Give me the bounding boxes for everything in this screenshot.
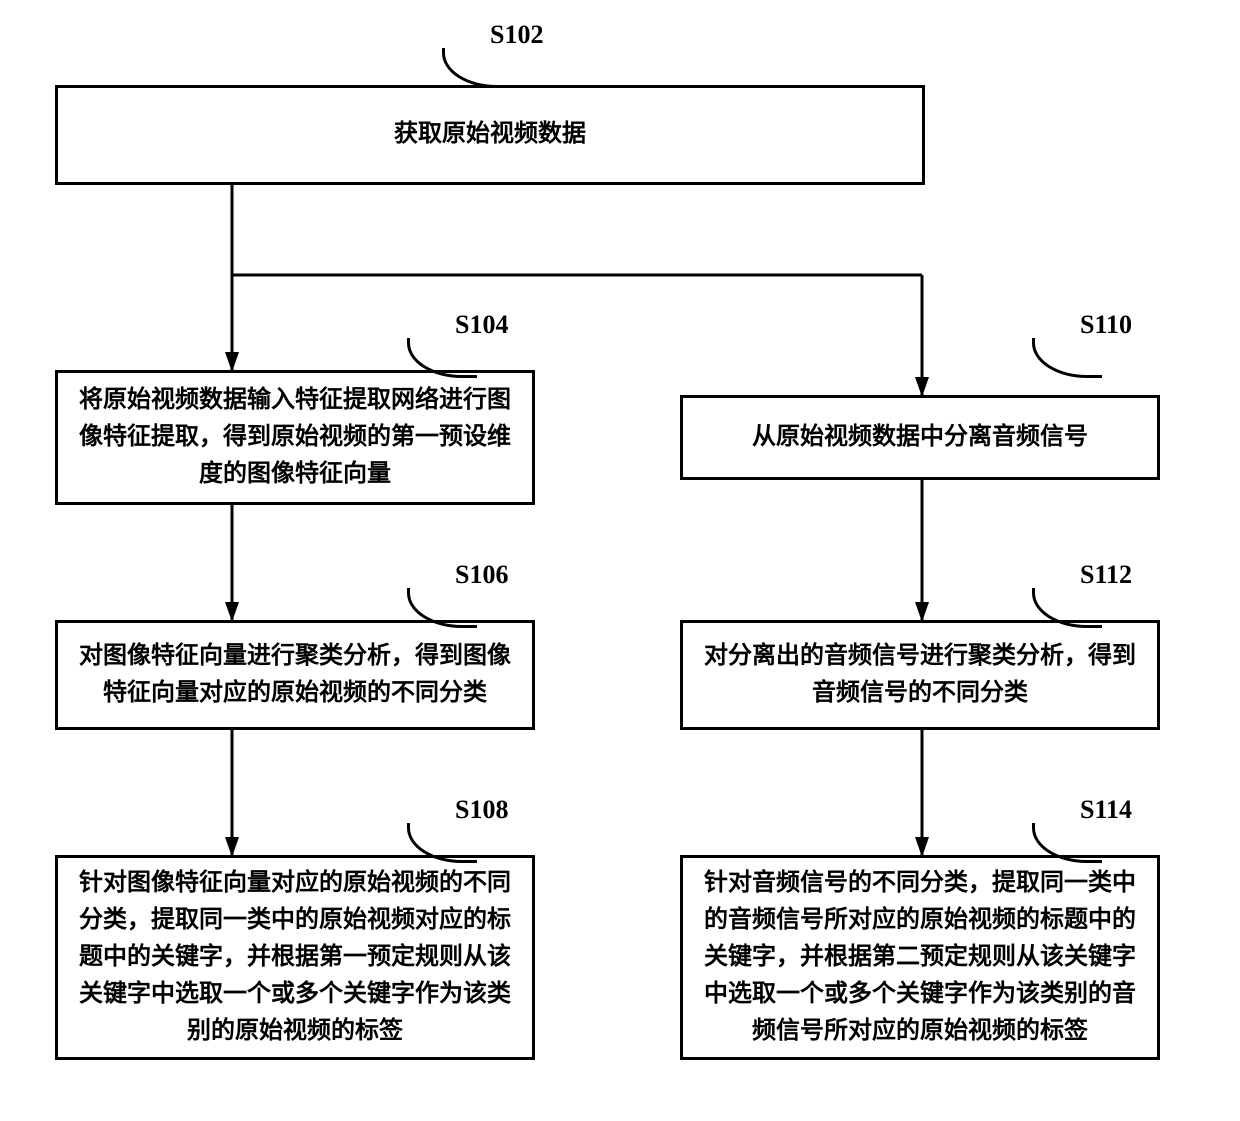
step-label-s106: S106 [455,560,508,590]
step-label-s104: S104 [455,310,508,340]
node-text: 针对音频信号的不同分类，提取同一类中的音频信号所对应的原始视频的标题中的关键字，… [697,865,1143,1051]
node-text: 获取原始视频数据 [394,116,586,153]
step-label-s114: S114 [1080,795,1132,825]
node-text: 从原始视频数据中分离音频信号 [752,419,1088,456]
node-s106: 对图像特征向量进行聚类分析，得到图像特征向量对应的原始视频的不同分类 [55,620,535,730]
step-label-s112: S112 [1080,560,1132,590]
flowchart-canvas: S102 S104 S106 S108 S110 S112 S114 获取原始视… [0,0,1240,1121]
node-s104: 将原始视频数据输入特征提取网络进行图像特征提取，得到原始视频的第一预设维度的图像… [55,370,535,505]
step-label-s102: S102 [490,20,543,50]
node-text: 对分离出的音频信号进行聚类分析，得到音频信号的不同分类 [697,638,1143,712]
node-s102: 获取原始视频数据 [55,85,925,185]
node-text: 将原始视频数据输入特征提取网络进行图像特征提取，得到原始视频的第一预设维度的图像… [72,382,518,494]
node-text: 对图像特征向量进行聚类分析，得到图像特征向量对应的原始视频的不同分类 [72,638,518,712]
node-text: 针对图像特征向量对应的原始视频的不同分类，提取同一类中的原始视频对应的标题中的关… [72,865,518,1051]
step-label-s110: S110 [1080,310,1132,340]
label-connector-s102 [442,48,512,88]
node-s108: 针对图像特征向量对应的原始视频的不同分类，提取同一类中的原始视频对应的标题中的关… [55,855,535,1060]
node-s112: 对分离出的音频信号进行聚类分析，得到音频信号的不同分类 [680,620,1160,730]
node-s110: 从原始视频数据中分离音频信号 [680,395,1160,480]
node-s114: 针对音频信号的不同分类，提取同一类中的音频信号所对应的原始视频的标题中的关键字，… [680,855,1160,1060]
label-connector-s110 [1032,338,1102,378]
edge-s102-split [232,185,922,395]
step-label-s108: S108 [455,795,508,825]
